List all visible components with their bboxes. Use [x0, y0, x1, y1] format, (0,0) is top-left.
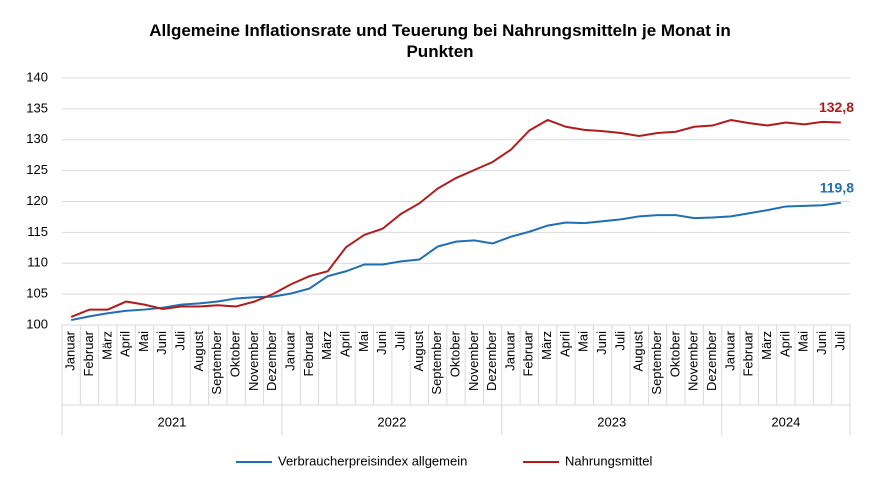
x-tick-label: Juli: [612, 331, 627, 351]
x-tick-label: Mai: [356, 331, 371, 352]
data-label: 132,8: [819, 99, 854, 115]
chart-title: Allgemeine Inflationsrate und Teuerung b…: [149, 21, 731, 61]
x-tick-label: Januar: [722, 330, 737, 370]
x-tick-label: September: [649, 330, 664, 394]
x-tick-label: Februar: [521, 330, 536, 376]
x-tick-label: September: [429, 330, 444, 394]
y-tick-label: 120: [26, 193, 48, 208]
x-tick-label: Januar: [63, 330, 78, 370]
x-tick-label: April: [777, 331, 792, 357]
x-tick-label: Juli: [173, 331, 188, 351]
x-tick-label: Juni: [374, 331, 389, 355]
x-tick-label: Januar: [502, 330, 517, 370]
y-tick-label: 125: [26, 162, 48, 177]
x-tick-label: Oktober: [228, 330, 243, 377]
legend-label: Nahrungsmittel: [565, 453, 653, 468]
x-tick-label: April: [337, 331, 352, 357]
legend-label: Verbraucherpreisindex allgemein: [278, 453, 467, 468]
x-tick-label: Mai: [136, 331, 151, 352]
x-tick-label: Oktober: [447, 330, 462, 377]
x-tick-label: Juli: [832, 331, 847, 351]
x-tick-label: Juni: [814, 331, 829, 355]
y-tick-label: 110: [27, 255, 48, 270]
x-tick-label: August: [631, 331, 646, 372]
x-tick-label: November: [466, 330, 481, 391]
x-tick-label: März: [539, 331, 554, 360]
y-tick-label: 105: [26, 286, 48, 301]
series-line: [70, 118, 841, 318]
year-label: 2022: [377, 414, 406, 429]
x-tick-label: März: [759, 331, 774, 360]
x-tick-label: Juni: [594, 331, 609, 355]
x-tick-label: Dezember: [704, 330, 719, 391]
x-tick-label: Februar: [301, 330, 316, 376]
x-tick-label: November: [686, 330, 701, 391]
year-label: 2024: [771, 414, 800, 429]
x-tick-label: Januar: [283, 330, 298, 370]
x-tick-label: Juni: [154, 331, 169, 355]
data-label: 119,8: [820, 179, 854, 195]
x-tick-label: Februar: [741, 330, 756, 376]
series-line: [70, 201, 841, 322]
x-tick-label: Juli: [392, 331, 407, 351]
y-tick-label: 135: [26, 100, 48, 115]
year-label: 2023: [597, 414, 626, 429]
y-tick-label: 100: [26, 316, 48, 331]
x-tick-label: August: [191, 331, 206, 372]
x-tick-label: April: [557, 331, 572, 357]
x-tick-label: Dezember: [484, 330, 499, 391]
x-tick-label: Februar: [81, 330, 96, 376]
x-tick-label: April: [118, 331, 133, 357]
x-tick-label: September: [209, 330, 224, 394]
y-tick-label: 130: [26, 131, 48, 146]
y-tick-label: 115: [27, 224, 48, 239]
x-tick-label: März: [319, 331, 334, 360]
x-tick-label: November: [246, 330, 261, 391]
x-tick-label: März: [99, 331, 114, 360]
x-tick-label: Oktober: [667, 330, 682, 377]
x-tick-label: Dezember: [264, 330, 279, 391]
x-tick-label: August: [411, 331, 426, 372]
year-label: 2021: [157, 414, 186, 429]
y-tick-label: 140: [26, 69, 48, 84]
x-tick-label: Mai: [796, 331, 811, 352]
x-tick-label: Mai: [576, 331, 591, 352]
